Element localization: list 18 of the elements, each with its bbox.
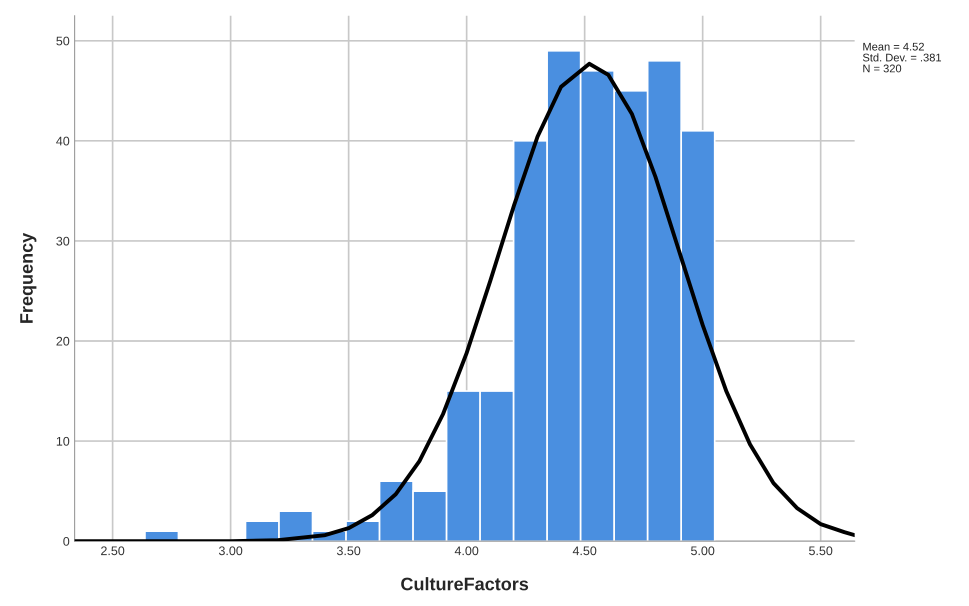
y-tick-label: 0	[63, 536, 70, 546]
x-tick-label: 4.00	[454, 546, 478, 556]
x-tick-label: 2.50	[101, 546, 124, 556]
x-tick-label: 5.00	[691, 546, 714, 556]
y-tick-label: 30	[56, 236, 70, 246]
x-axis-title: CultureFactors	[401, 577, 528, 590]
y-tick-label: 10	[56, 436, 70, 446]
x-tick-label: 4.50	[572, 546, 596, 556]
y-axis-title: Frequency	[20, 232, 36, 323]
text: N = 320	[863, 64, 902, 72]
text: Std. Dev. = .381	[862, 53, 942, 62]
x-tick-label: 3.00	[218, 546, 242, 556]
y-tick-label: 50	[56, 36, 70, 46]
x-tick-label: 5.50	[809, 546, 832, 556]
y-tick-label: 20	[56, 336, 70, 346]
x-tick-label: 3.50	[336, 546, 360, 556]
text: Mean = 4.52	[863, 42, 924, 51]
y-tick-label: 40	[56, 136, 70, 146]
